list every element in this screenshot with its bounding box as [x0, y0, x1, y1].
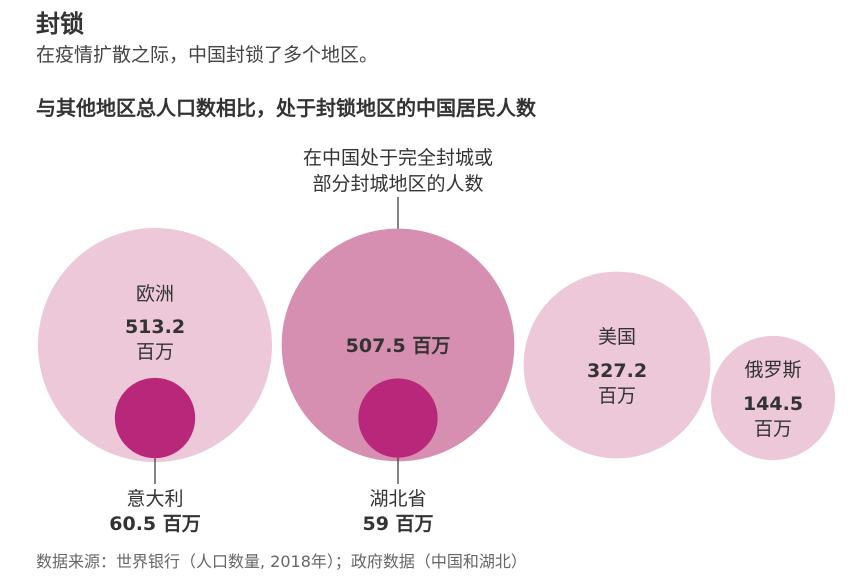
inner-label-name-1: 湖北省 [369, 488, 426, 510]
inner-bubble-1 [358, 378, 438, 458]
bubble-name-3: 俄罗斯 [744, 359, 801, 381]
china-annotation-line-2: 部分封城地区的人数 [312, 173, 483, 195]
bubble-unit-0: 百万 [136, 341, 174, 363]
inner-bubble-0 [114, 377, 196, 459]
bubble-1 [281, 228, 515, 462]
bubble-unit-3: 百万 [754, 418, 792, 440]
inner-label-name-0: 意大利 [126, 488, 183, 510]
inner-label-value-0: 60.5 百万 [109, 513, 201, 535]
page-title: 封锁 [36, 10, 84, 38]
chart-heading: 与其他地区总人口数相比，处于封锁地区的中国居民人数 [36, 96, 536, 120]
bubble-value-label-1: 507.5 百万 [346, 335, 451, 357]
bubble-value-3: 144.5 [743, 393, 803, 415]
bubble-name-0: 欧洲 [136, 283, 174, 305]
inner-label-value-1: 59 百万 [362, 513, 433, 535]
bubble-3 [710, 335, 836, 461]
bubble-value-0: 513.2 [125, 316, 185, 338]
bubble-value-2: 327.2 [587, 360, 647, 382]
bubble-2 [523, 271, 711, 459]
china-annotation-line-1: 在中国处于完全封城或 [303, 147, 493, 169]
page-subtitle: 在疫情扩散之际，中国封锁了多个地区。 [36, 44, 379, 66]
bubble-0 [38, 228, 272, 462]
source-note: 数据来源：世界银行（人口数量, 2018年）；政府数据（中国和湖北） [36, 552, 527, 571]
bubble-name-2: 美国 [598, 326, 636, 348]
bubble-unit-2: 百万 [598, 385, 636, 407]
